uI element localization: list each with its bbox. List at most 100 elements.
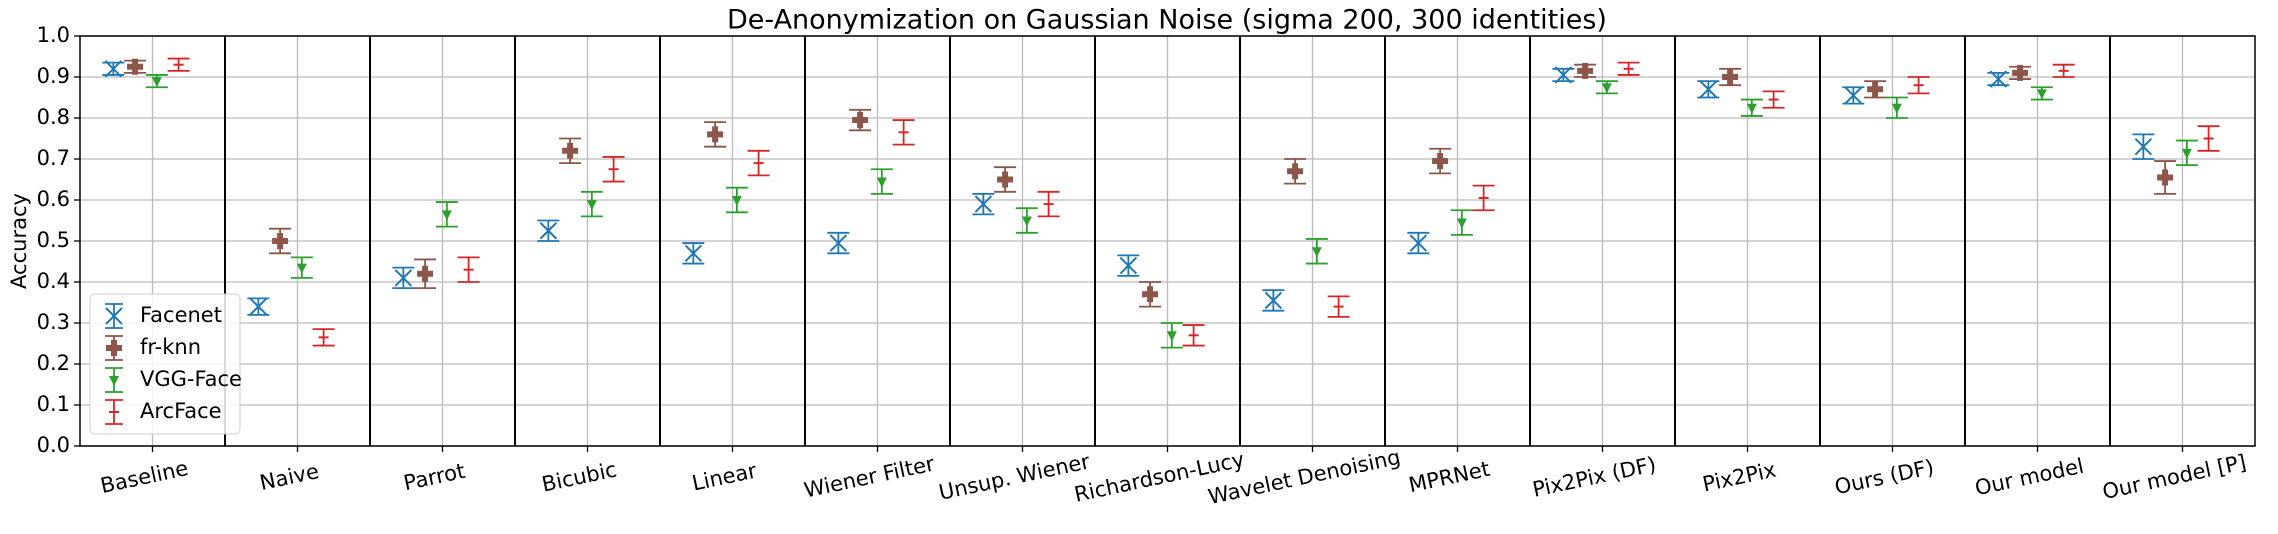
error-point (682, 242, 705, 265)
error-point (559, 137, 582, 164)
error-point (124, 58, 147, 75)
marker (1891, 103, 1902, 114)
error-point (102, 60, 125, 78)
legend-marker (105, 307, 123, 325)
error-point (1429, 147, 1452, 175)
error-point (1617, 61, 1640, 76)
y-tick-label: 0.8 (37, 105, 70, 129)
marker (2181, 148, 2192, 159)
y-axis-label: Accuracy (7, 193, 31, 289)
error-point (1139, 281, 1162, 308)
marker (1722, 69, 1739, 85)
marker (127, 58, 144, 75)
error-point (1015, 207, 1038, 234)
error-point (392, 266, 415, 290)
y-tick-label: 0.2 (37, 351, 70, 375)
error-point (1907, 76, 1930, 95)
error-point (994, 166, 1017, 193)
y-tick-label: 0.1 (37, 392, 70, 416)
error-point (580, 190, 603, 218)
y-tick-label: 0.6 (37, 187, 70, 211)
legend-marker (106, 340, 122, 356)
legend-label: Facenet (140, 303, 222, 327)
marker (974, 195, 993, 213)
x-tick-label: Bicubic (540, 457, 619, 496)
x-tick-label: Pix2Pix (DF) (1530, 452, 1658, 502)
marker (684, 244, 703, 263)
error-point (2154, 160, 2177, 195)
error-point (1740, 98, 1763, 117)
error-point (1182, 324, 1205, 347)
marker (296, 263, 307, 274)
error-point (1719, 67, 1742, 87)
marker (2157, 169, 2174, 186)
error-point (2030, 86, 2053, 101)
x-tick-label: Baseline (98, 456, 190, 498)
y-tick-label: 0.3 (37, 310, 70, 334)
error-point (435, 201, 458, 228)
marker (151, 77, 162, 88)
error-point (1284, 158, 1307, 185)
x-tick-label: Linear (690, 458, 759, 495)
error-point (537, 219, 560, 242)
error-point (1037, 190, 1060, 218)
error-point (747, 149, 770, 177)
error-point (827, 231, 850, 255)
error-point (312, 328, 335, 347)
error-point (725, 186, 748, 214)
marker (1166, 331, 1177, 342)
error-point (1697, 80, 1720, 99)
marker (1554, 66, 1573, 84)
error-point (247, 297, 270, 316)
marker (707, 126, 724, 143)
marker (852, 112, 869, 129)
marker (1311, 247, 1322, 258)
error-point (1987, 70, 2010, 88)
y-tick-label: 0.5 (37, 228, 70, 252)
marker (1264, 291, 1283, 310)
error-point (414, 258, 437, 290)
x-tick-label: Naive (258, 459, 321, 495)
marker (586, 200, 597, 211)
chart-title: De-Anonymization on Gaussian Noise (sigm… (727, 5, 1607, 36)
error-point (1450, 209, 1473, 236)
marker (1577, 62, 1594, 79)
error-point (269, 227, 292, 255)
error-point (602, 156, 625, 183)
error-point (1595, 80, 1618, 95)
marker (562, 142, 579, 159)
marker (1601, 83, 1612, 94)
x-tick-label: Unsup. Wiener (937, 449, 1093, 504)
error-point (972, 192, 995, 216)
error-point (2132, 133, 2155, 160)
legend-marker (109, 376, 119, 386)
marker (1746, 103, 1757, 114)
marker (2012, 64, 2029, 81)
error-point (1574, 62, 1597, 79)
error-point (1885, 96, 1908, 119)
error-point (1305, 238, 1328, 265)
error-point (1327, 295, 1350, 318)
marker (1409, 234, 1428, 252)
marker (272, 233, 289, 249)
y-tick-label: 0.0 (37, 433, 70, 457)
y-tick-label: 0.4 (37, 269, 70, 293)
y-tick-label: 1.0 (37, 23, 70, 47)
error-point (2052, 63, 2075, 78)
error-point (1407, 231, 1430, 255)
marker (441, 210, 452, 221)
marker (1021, 216, 1032, 227)
error-point (1160, 322, 1183, 349)
x-tick-label: Ours (DF) (1833, 455, 1937, 499)
error-point (1842, 86, 1865, 105)
marker (1699, 80, 1718, 99)
error-point (1552, 66, 1575, 84)
plot-frame (79, 35, 2256, 447)
marker (1119, 256, 1138, 275)
marker (104, 60, 123, 78)
error-point (1262, 289, 1285, 312)
error-point (870, 168, 893, 195)
marker (539, 222, 558, 240)
